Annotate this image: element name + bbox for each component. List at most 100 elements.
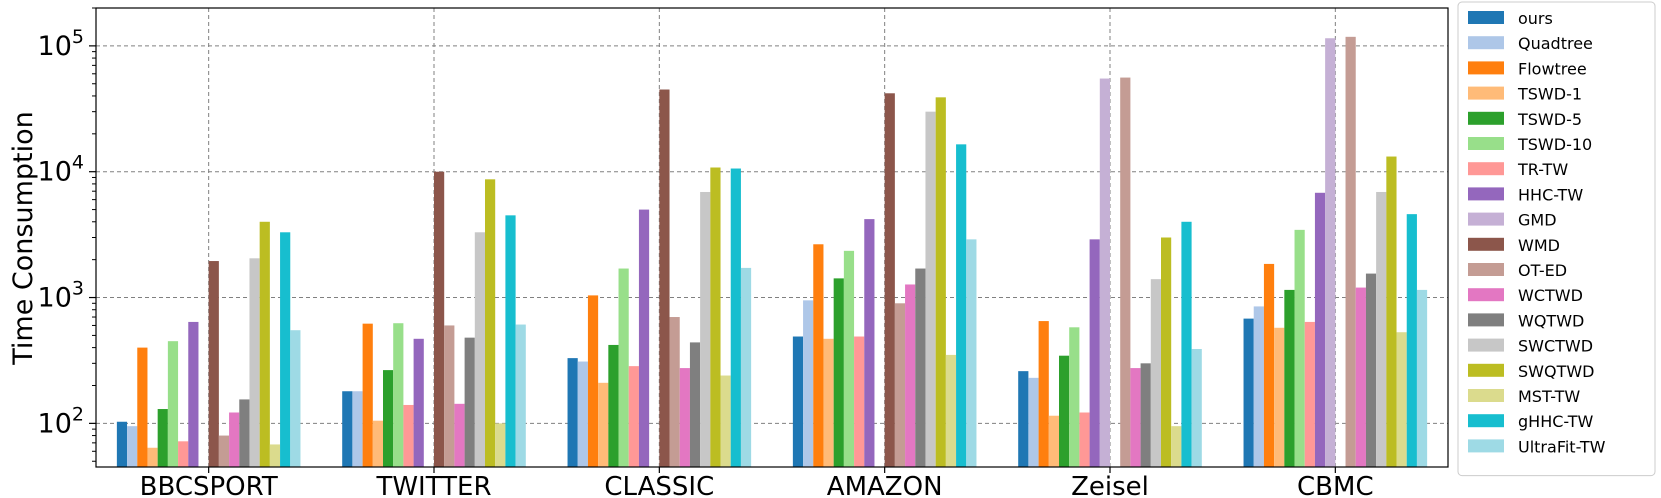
legend-label: WMD [1518, 236, 1560, 255]
bar [1099, 78, 1110, 467]
bar [178, 441, 189, 467]
bar [1274, 327, 1285, 467]
legend-label: GMD [1518, 211, 1557, 230]
bar [1048, 415, 1059, 467]
bar [1130, 368, 1141, 467]
x-tick-label: CBMC [1297, 472, 1374, 498]
bar [1304, 321, 1315, 467]
bars [116, 36, 1428, 468]
bar [1161, 237, 1172, 467]
legend-swatch [1468, 212, 1504, 226]
bar [700, 191, 711, 468]
legend-label: ours [1518, 9, 1553, 28]
legend-label: TSWD-10 [1517, 135, 1592, 154]
bar [116, 421, 128, 467]
legend-label: WCTWD [1518, 286, 1583, 305]
legend-swatch [1468, 389, 1504, 402]
legend-swatch [1468, 338, 1504, 352]
bar [208, 261, 219, 467]
bar [1120, 77, 1131, 468]
legend-swatch [1468, 11, 1504, 24]
bar [137, 347, 148, 467]
legend-swatch [1468, 237, 1504, 251]
bar [894, 303, 906, 467]
bar [689, 342, 701, 467]
bar [935, 97, 946, 468]
bar [474, 232, 485, 467]
bar [1365, 273, 1377, 467]
legend-swatch [1468, 61, 1504, 75]
bar [945, 354, 957, 467]
legend-swatch [1468, 111, 1504, 125]
bar [833, 278, 844, 467]
bar [515, 324, 526, 467]
bar [1243, 318, 1254, 467]
bar [1284, 289, 1295, 467]
bar [1089, 239, 1100, 467]
bar [638, 209, 650, 467]
bar [730, 168, 741, 468]
bar [1396, 332, 1407, 467]
bar [843, 250, 855, 467]
bar [1416, 289, 1428, 467]
bar [1386, 156, 1397, 467]
bar [1263, 263, 1275, 467]
bar [218, 435, 230, 467]
legend-label: HHC-TW [1518, 185, 1583, 204]
legend-swatch [1468, 162, 1504, 176]
x-tick-label: TWITTER [375, 472, 491, 498]
bar [884, 93, 895, 467]
legend-swatch [1468, 86, 1504, 100]
bar [485, 179, 496, 467]
bar [403, 404, 414, 467]
legend-label: TSWD-1 [1517, 85, 1582, 104]
bar [1253, 306, 1264, 467]
bar [413, 338, 424, 467]
legend-label: MST-TW [1518, 387, 1580, 406]
bar [720, 375, 731, 467]
legend-label: SWQTWD [1518, 362, 1594, 381]
bar [823, 338, 834, 467]
legend-swatch [1468, 137, 1504, 150]
bar [1325, 38, 1336, 468]
bar [239, 399, 250, 467]
bar [608, 344, 619, 467]
y-axis: 102 103 104 105 [38, 7, 96, 462]
bar [956, 144, 967, 467]
bar [188, 321, 199, 467]
bar [1345, 36, 1356, 468]
legend-swatch [1468, 187, 1504, 201]
legend-label: WQTWD [1518, 311, 1584, 330]
legend-box [1457, 1, 1656, 477]
bar [495, 423, 506, 467]
bar [1069, 327, 1080, 467]
bar [905, 284, 916, 467]
bar [854, 336, 865, 467]
legend-swatch [1468, 263, 1504, 276]
bar [679, 368, 690, 467]
bar [598, 382, 609, 467]
bar [269, 444, 281, 467]
bar [587, 295, 599, 467]
bar [567, 358, 578, 467]
bar [1376, 191, 1387, 468]
y-axis-label: Time Consumption [8, 111, 39, 365]
bar [280, 232, 291, 467]
bar [740, 267, 752, 467]
legend-label: SWCTWD [1518, 337, 1593, 356]
bar [1038, 321, 1049, 467]
bar [628, 366, 639, 467]
bar [342, 391, 353, 467]
bar [966, 239, 977, 467]
y-tick-label: 102 [38, 403, 84, 439]
legend: ours Quadtree Flowtree TSWD-1 TSWD-5 TSWD-10 T… [1457, 1, 1656, 477]
bar [1018, 371, 1029, 467]
x-tick-label: Zeisel [1071, 472, 1149, 498]
bar [352, 391, 363, 467]
bar [383, 370, 394, 467]
bar [147, 447, 158, 467]
bar [925, 111, 936, 468]
bar [167, 341, 179, 467]
bar [618, 268, 629, 467]
bar [915, 268, 926, 467]
